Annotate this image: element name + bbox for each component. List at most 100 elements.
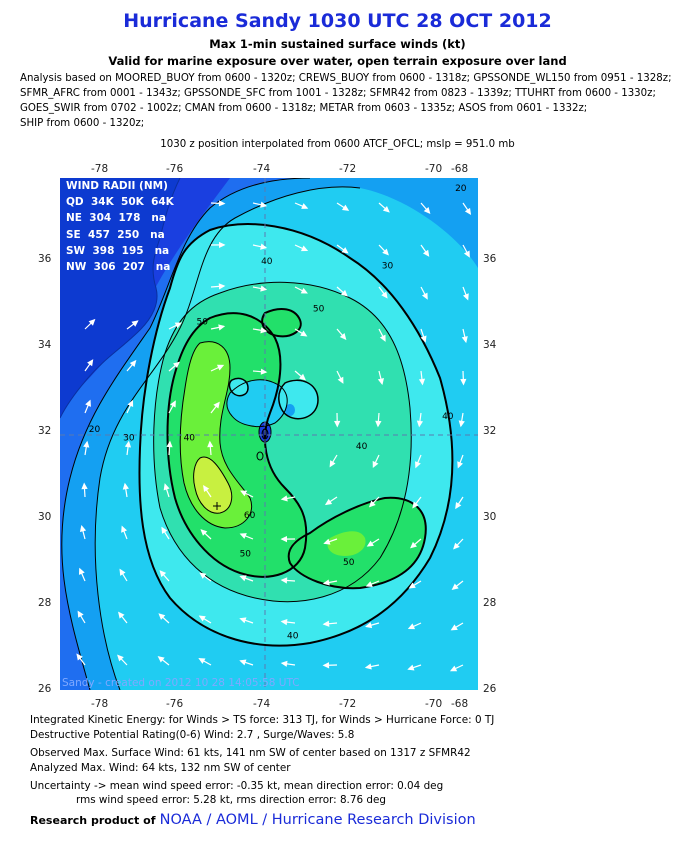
wind-vector-head — [216, 364, 225, 371]
valid-line: Valid for marine exposure over water, op… — [108, 54, 567, 68]
wind-vector-head — [322, 620, 330, 627]
lon-tick-top: -76 — [166, 163, 184, 175]
wind-vector-head — [329, 460, 336, 468]
wind-vector-head — [457, 461, 463, 469]
wind-vector-head — [87, 359, 94, 367]
wind-vector-head — [460, 378, 467, 386]
wind-vector-head — [280, 495, 288, 502]
wind-vector-head — [372, 460, 379, 469]
wind-vector-head — [421, 292, 428, 300]
wind-vector-head — [239, 659, 247, 666]
wind-vector-head — [366, 540, 374, 547]
wind-band-50-north — [262, 308, 301, 337]
wind-vector-head — [203, 484, 210, 493]
wind-band-60 — [193, 457, 232, 514]
wind-vector-head — [464, 207, 472, 215]
lat-tick-left: 28 — [38, 597, 52, 609]
wind-vector-head — [122, 482, 129, 490]
contour-label: 30 — [382, 261, 394, 271]
wind-vector-head — [365, 622, 373, 629]
wind-vector-head — [280, 577, 288, 584]
wind-vector-head — [218, 283, 226, 290]
contour-label: 50 — [196, 317, 208, 327]
wind-vector-head — [382, 205, 390, 213]
contour-50 — [166, 312, 308, 578]
wind-vectors — [76, 200, 472, 672]
wind-vector-head — [422, 249, 430, 257]
wind-vector-head — [260, 327, 268, 334]
wind-vector-head — [365, 581, 373, 587]
wind-radii-title: WIND RADII (NM) — [66, 180, 168, 192]
wind-vector-head — [124, 440, 132, 448]
wind-vector-head — [219, 241, 226, 249]
contour-inner-west — [228, 377, 249, 397]
contour-45 — [153, 281, 412, 603]
map-credit: Sandy - created on 2012 10 28 14:05:58 U… — [62, 677, 300, 689]
wind-vector-head — [239, 575, 247, 582]
wind-vector-head — [412, 501, 419, 509]
wind-vector-head — [322, 579, 330, 586]
coastline — [60, 178, 181, 419]
page-title: Hurricane Sandy 1030 UTC 28 OCT 2012 — [123, 10, 552, 32]
subtitle: Max 1-min sustained surface winds (kt) — [209, 37, 466, 51]
wind-vector-head — [339, 333, 347, 341]
inner-low-east-core — [285, 404, 295, 416]
wind-vector-head — [364, 663, 372, 670]
wind-vector-head — [420, 335, 427, 343]
wind-vector-head — [301, 203, 309, 209]
ike-line: Integrated Kinetic Energy: for Winds > T… — [30, 714, 495, 726]
wind-vector-head — [173, 361, 180, 369]
wind-vector-head — [163, 483, 170, 491]
contour-label: 40 — [356, 442, 368, 452]
wind-vector-head — [300, 245, 309, 252]
lat-tick-right: 30 — [483, 511, 497, 523]
lon-tick-top: -78 — [91, 163, 109, 175]
lon-tick-bottom: -68 — [451, 698, 469, 710]
contour-label: 50 — [313, 304, 325, 314]
wind-vector-head — [77, 610, 84, 618]
wind-vector-head — [88, 318, 96, 326]
wind-vector-head — [323, 538, 331, 545]
contour-labels: 20 30 40 50 50 40 40 20 30 40 60 50 50 40 — [89, 184, 467, 642]
wind-field-svg: 20 30 40 50 50 40 40 20 30 40 60 50 50 40 — [60, 178, 478, 690]
lat-tick-left: 26 — [38, 683, 52, 695]
wind-vector-head — [200, 529, 208, 536]
research-org-link[interactable]: NOAA / AOML / Hurricane Research Divisio… — [159, 812, 476, 828]
lon-tick-bottom: -76 — [166, 698, 184, 710]
contour-40 — [138, 223, 454, 647]
wind-vector-head — [299, 373, 306, 381]
wind-vector-head — [260, 285, 268, 292]
wind-vector-head — [300, 330, 308, 337]
contour-55 — [179, 341, 252, 529]
wind-vector-head — [260, 201, 268, 208]
wind-vector-head — [337, 376, 344, 384]
wind-vector-head — [381, 291, 388, 299]
wind-vector-head — [218, 200, 226, 207]
contour-label: 40 — [287, 631, 299, 641]
lat-tick-left: 30 — [38, 511, 52, 523]
wind-vector-head — [324, 498, 333, 506]
wind-vector-head — [76, 653, 83, 661]
max-wind-marker — [213, 502, 221, 510]
wind-vector-head — [416, 420, 424, 428]
lon-tick-top: -74 — [253, 163, 271, 175]
contour-label: 60 — [244, 511, 256, 521]
wind-vector-head — [461, 336, 468, 344]
inner-low-west — [229, 378, 248, 396]
lat-tick-right: 26 — [483, 683, 497, 695]
wind-vector-head — [300, 287, 308, 294]
wind-vector-head — [379, 334, 386, 342]
wind-vector-head — [81, 482, 88, 490]
wind-vector-head — [260, 243, 268, 250]
lat-tick-right: 32 — [483, 425, 497, 437]
wind-vector-head — [161, 526, 168, 534]
wind-vector-head — [79, 524, 87, 532]
analysis-line-2: SFMR_AFRC from 0001 - 1343z; GPSSONDE_SF… — [20, 88, 656, 99]
wind-vector-head — [341, 247, 349, 254]
lat-tick-right: 34 — [483, 339, 497, 351]
lon-tick-bottom: -78 — [91, 698, 109, 710]
lon-tick-bottom: -74 — [253, 698, 271, 710]
wind-vector-head — [423, 207, 431, 214]
wind-vector-head — [207, 440, 214, 448]
contour-60 — [193, 456, 233, 514]
